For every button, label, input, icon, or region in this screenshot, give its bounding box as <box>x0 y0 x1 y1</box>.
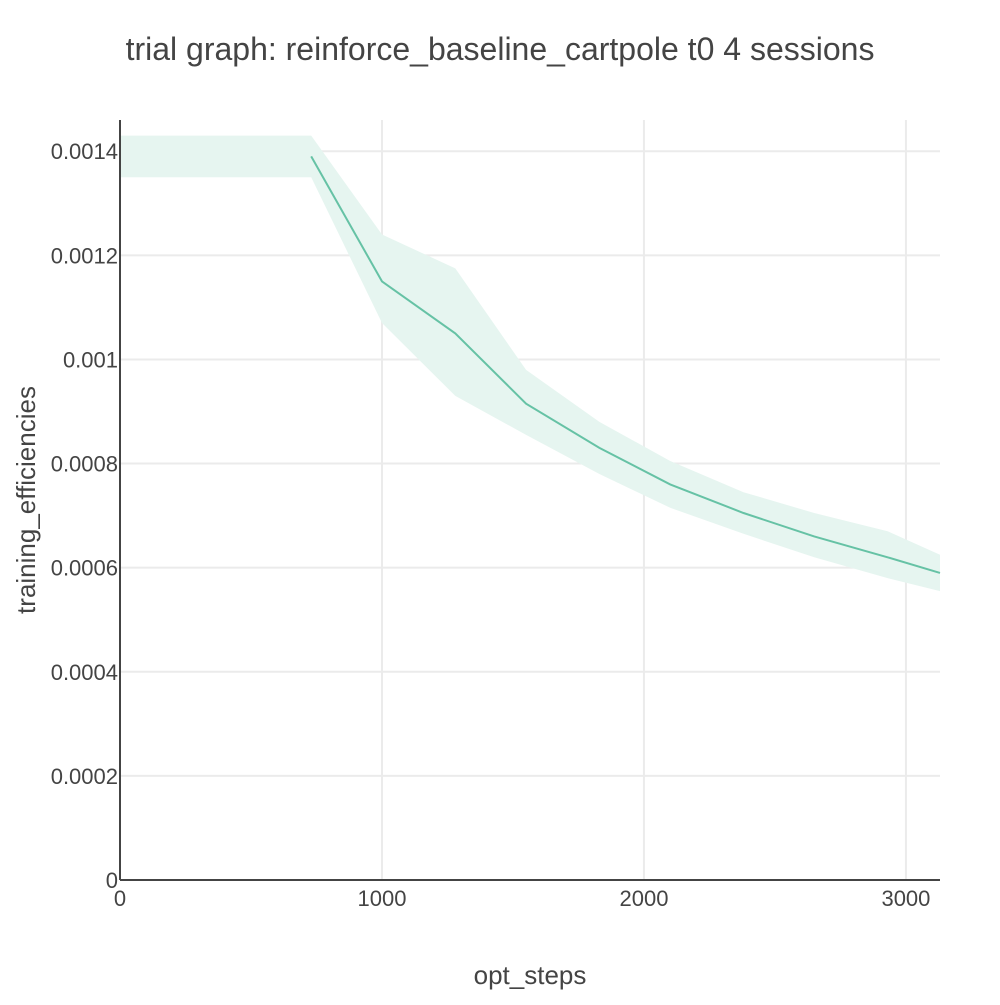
confidence-band <box>120 135 940 592</box>
x-tick-label: 2000 <box>619 886 668 911</box>
x-tick-label: 1000 <box>358 886 407 911</box>
band-layer <box>120 135 940 592</box>
chart-title: trial graph: reinforce_baseline_cartpole… <box>126 31 875 67</box>
y-tick-label: 0.0008 <box>51 452 118 477</box>
y-tick-label: 0.0002 <box>51 764 118 789</box>
grid-layer <box>120 120 940 880</box>
line-layer <box>310 155 941 574</box>
y-tick-label: 0.0004 <box>51 660 118 685</box>
axis-layer <box>119 120 940 881</box>
x-tick-label: 3000 <box>881 886 930 911</box>
x-axis-title: opt_steps <box>474 960 587 990</box>
y-tick-label: 0.0014 <box>51 139 118 164</box>
y-axis-title: training_efficiencies <box>11 386 41 614</box>
y-tick-label: 0 <box>106 868 118 893</box>
series-line <box>310 155 941 574</box>
y-tick-label: 0.001 <box>63 347 118 372</box>
y-tick-label: 0.0006 <box>51 556 118 581</box>
x-tick-label: 0 <box>114 886 126 911</box>
tick-layer: 0 1000 2000 3000 0 0.0002 0.0004 0.0006 0.0008 0.… <box>51 139 931 911</box>
y-tick-label: 0.0012 <box>51 243 118 268</box>
